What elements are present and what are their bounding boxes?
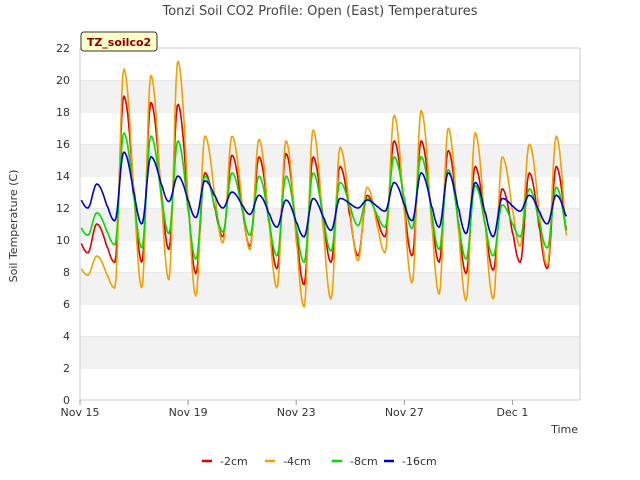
grid-band bbox=[80, 112, 580, 144]
y-tick-label: 0 bbox=[63, 394, 70, 407]
legend-label: -16cm bbox=[402, 455, 437, 468]
legend-label: -4cm bbox=[283, 455, 311, 468]
y-tick-label: 6 bbox=[63, 298, 70, 311]
y-tick-label: 8 bbox=[63, 266, 70, 279]
x-tick-label: Dec 1 bbox=[497, 406, 529, 419]
y-tick-label: 2 bbox=[63, 362, 70, 375]
y-tick-label: 4 bbox=[63, 330, 70, 343]
station-badge-label: TZ_soilco2 bbox=[87, 36, 151, 49]
series-line-8cm bbox=[80, 132, 568, 264]
y-axis-ticks: 0 2 4 6 8 10 12 14 16 18 20 22 bbox=[56, 42, 70, 407]
x-tick-label: Nov 23 bbox=[277, 406, 316, 419]
x-axis-label: Time bbox=[550, 423, 578, 436]
y-tick-label: 14 bbox=[56, 170, 70, 183]
grid-band bbox=[80, 240, 580, 272]
legend-label: -8cm bbox=[350, 455, 378, 468]
grid-band bbox=[80, 336, 580, 368]
grid-band bbox=[80, 48, 580, 80]
grid-band bbox=[80, 304, 580, 336]
y-tick-label: 16 bbox=[56, 138, 70, 151]
series-line-16cm bbox=[80, 151, 568, 238]
series-lines bbox=[80, 60, 568, 308]
grid-band bbox=[80, 144, 580, 176]
station-badge: TZ_soilco2 bbox=[80, 31, 158, 52]
plot-frame bbox=[79, 47, 581, 401]
x-tick-label: Nov 19 bbox=[169, 406, 208, 419]
grid-band bbox=[80, 208, 580, 240]
grid-band bbox=[80, 368, 580, 400]
station-badge-box bbox=[80, 31, 158, 52]
x-tick-label: Nov 15 bbox=[61, 406, 100, 419]
x-axis-ticks: Nov 15 Nov 19 Nov 23 Nov 27 Dec 1 bbox=[61, 400, 529, 419]
y-tick-label: 20 bbox=[56, 74, 70, 87]
x-tick-label: Nov 27 bbox=[385, 406, 424, 419]
y-axis-label: Soil Temperature (C) bbox=[7, 170, 20, 283]
chart-title: Tonzi Soil CO2 Profile: Open (East) Temp… bbox=[161, 4, 477, 19]
y-tick-label: 18 bbox=[56, 106, 70, 119]
legend-label: -2cm bbox=[220, 455, 248, 468]
y-tick-label: 12 bbox=[56, 202, 70, 215]
y-tick-label: 22 bbox=[56, 42, 70, 55]
y-tick-label: 10 bbox=[56, 234, 70, 247]
legend: -2cm -4cm -8cm -16cm bbox=[202, 455, 437, 468]
grid-band bbox=[80, 80, 580, 112]
